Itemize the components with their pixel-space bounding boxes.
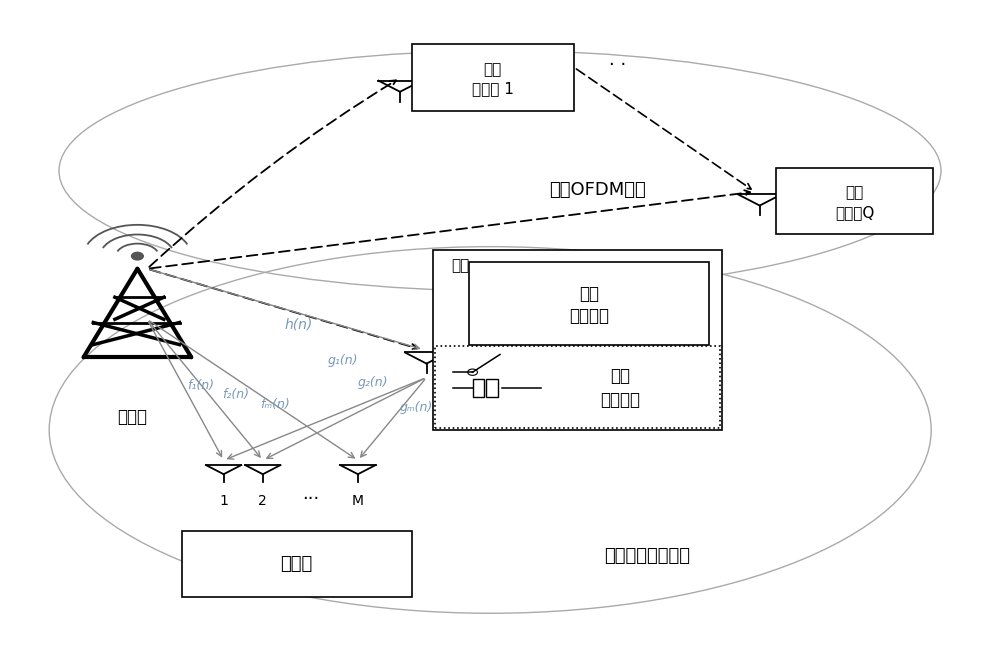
Text: 反向散射通信系统: 反向散射通信系统	[604, 548, 690, 566]
Text: 传统: 传统	[846, 185, 864, 200]
Text: 传统OFDM系统: 传统OFDM系统	[550, 181, 646, 199]
Circle shape	[132, 252, 143, 260]
FancyBboxPatch shape	[776, 168, 933, 234]
Text: f₂(n): f₂(n)	[222, 388, 249, 401]
Text: gₘ(n): gₘ(n)	[400, 401, 433, 414]
FancyBboxPatch shape	[486, 379, 498, 397]
Text: 阅读器: 阅读器	[281, 555, 313, 573]
Text: 射频: 射频	[579, 285, 599, 303]
Text: ···: ···	[302, 490, 319, 508]
Text: 传统: 传统	[484, 62, 502, 77]
Text: 射频源: 射频源	[118, 408, 148, 426]
Text: 反向: 反向	[610, 366, 630, 384]
Text: g₂(n): g₂(n)	[357, 375, 388, 389]
Text: 1: 1	[219, 495, 228, 508]
FancyBboxPatch shape	[412, 45, 574, 111]
Text: 能量收集: 能量收集	[569, 307, 609, 325]
Text: g₁(n): g₁(n)	[328, 353, 358, 366]
Text: 接收机Q: 接收机Q	[835, 204, 874, 220]
Text: h(n): h(n)	[285, 318, 313, 332]
FancyBboxPatch shape	[182, 531, 412, 597]
Text: fₘ(n): fₘ(n)	[260, 398, 289, 411]
Text: M: M	[352, 495, 364, 508]
FancyBboxPatch shape	[435, 346, 720, 428]
Text: 2: 2	[258, 495, 267, 508]
Text: 散射调制: 散射调制	[600, 391, 640, 409]
FancyBboxPatch shape	[469, 263, 709, 344]
Text: · ·: · ·	[609, 55, 626, 74]
FancyBboxPatch shape	[433, 250, 722, 430]
Text: 接收机 1: 接收机 1	[472, 81, 514, 97]
Text: 标签: 标签	[451, 258, 469, 273]
Text: f₁(n): f₁(n)	[188, 379, 215, 392]
FancyBboxPatch shape	[473, 379, 484, 397]
